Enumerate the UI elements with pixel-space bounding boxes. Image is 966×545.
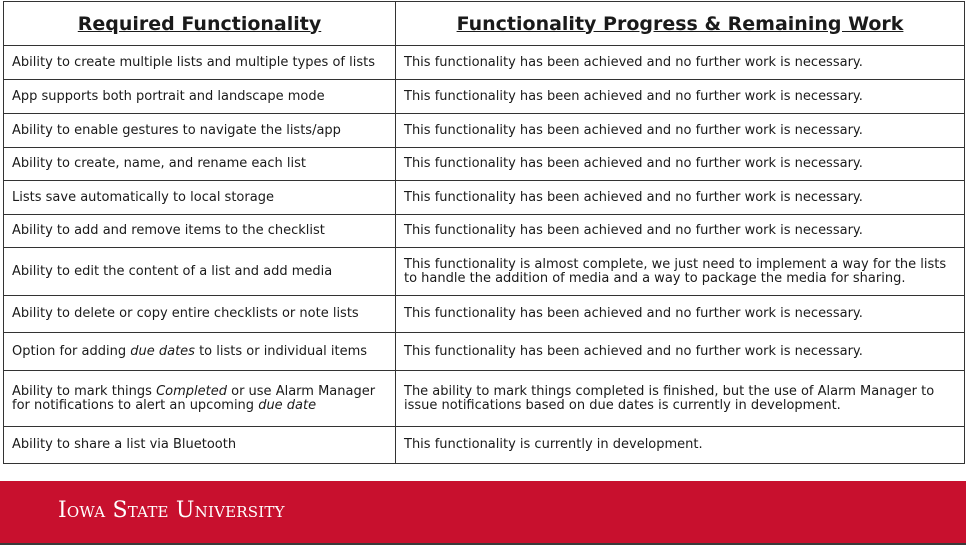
progress-cell: This functionality has been achieved and… — [395, 147, 965, 181]
table-row: Option for adding due dates to lists or … — [3, 332, 965, 371]
table-row: Lists save automatically to local storag… — [3, 180, 965, 215]
table-row: Ability to share a list via Bluetooth Th… — [3, 426, 965, 464]
requirement-text: Ability to delete or copy entire checkli… — [12, 306, 359, 321]
bottom-divider — [0, 543, 966, 545]
requirement-cell: Ability to add and remove items to the c… — [3, 214, 396, 248]
functionality-table: Required Functionality Functionality Pro… — [3, 1, 965, 464]
progress-cell: This functionality has been achieved and… — [395, 295, 965, 333]
requirement-cell: Ability to create multiple lists and mul… — [3, 45, 396, 80]
requirement-text: Ability to create, name, and rename each… — [12, 156, 306, 171]
table-row: Ability to mark things Completed or use … — [3, 370, 965, 427]
requirement-cell: Ability to delete or copy entire checkli… — [3, 295, 396, 333]
iowa-state-university-wordmark: Iowa State University — [58, 498, 285, 523]
progress-cell: The ability to mark things completed is … — [395, 370, 965, 427]
due-dates-emphasis: due dates — [130, 343, 195, 359]
requirement-text: Ability to create multiple lists and mul… — [12, 54, 375, 70]
table-row: Ability to create multiple lists and mul… — [3, 45, 965, 80]
requirement-cell: Lists save automatically to local storag… — [3, 180, 396, 215]
progress-cell: This functionality has been achieved and… — [395, 45, 965, 80]
requirement-cell: Ability to mark things Completed or use … — [3, 370, 396, 427]
table-row: Ability to add and remove items to the c… — [3, 214, 965, 248]
requirement-cell: Option for adding due dates to lists or … — [3, 332, 396, 371]
due-date-emphasis: due date — [258, 397, 317, 413]
requirement-cell: Ability to share a list via Bluetooth — [3, 426, 396, 464]
requirement-text: Ability to add and remove items to the c… — [12, 223, 325, 238]
requirement-cell: App supports both portrait and landscape… — [3, 79, 396, 114]
requirement-cell: Ability to create, name, and rename each… — [3, 147, 396, 181]
table-header-row: Required Functionality Functionality Pro… — [3, 1, 965, 46]
header-required-functionality: Required Functionality — [3, 1, 396, 46]
progress-cell: This functionality is almost complete, w… — [395, 247, 965, 296]
requirement-text: Option for adding — [12, 343, 131, 359]
table-row: Ability to create, name, and rename each… — [3, 147, 965, 181]
university-footer-bar: Iowa State University — [0, 481, 966, 543]
progress-cell: This functionality has been achieved and… — [395, 113, 965, 148]
requirement-text: to lists or individual items — [194, 343, 368, 359]
progress-cell: This functionality has been achieved and… — [395, 214, 965, 248]
progress-cell: This functionality is currently in devel… — [395, 426, 965, 464]
requirement-text: Ability to share a list via Bluetooth — [12, 437, 237, 452]
requirement-text: Ability to edit the content of a list an… — [12, 263, 333, 279]
table-row: Ability to delete or copy entire checkli… — [3, 295, 965, 333]
progress-cell: This functionality has been achieved and… — [395, 332, 965, 371]
requirement-text: App supports both portrait and landscape… — [12, 88, 325, 104]
completed-emphasis: Completed — [156, 383, 227, 399]
requirement-cell: Ability to edit the content of a list an… — [3, 247, 396, 296]
requirement-text: or use Alarm Manager for notifications t… — [12, 383, 376, 413]
progress-cell: This functionality has been achieved and… — [395, 180, 965, 215]
header-progress-remaining-work: Functionality Progress & Remaining Work — [395, 1, 965, 46]
progress-cell: This functionality has been achieved and… — [395, 79, 965, 114]
table-row: App supports both portrait and landscape… — [3, 79, 965, 114]
requirement-text: Ability to mark things — [12, 383, 157, 399]
requirement-text: Lists save automatically to local storag… — [12, 189, 274, 205]
table-row: Ability to enable gestures to navigate t… — [3, 113, 965, 148]
requirement-cell: Ability to enable gestures to navigate t… — [3, 113, 396, 148]
table-row: Ability to edit the content of a list an… — [3, 247, 965, 296]
requirement-text: Ability to enable gestures to navigate t… — [12, 122, 341, 138]
